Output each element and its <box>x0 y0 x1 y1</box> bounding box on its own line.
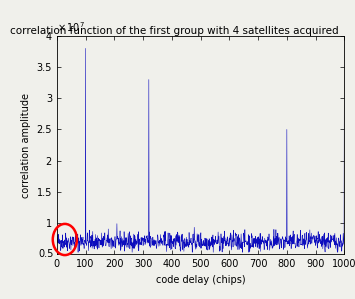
Text: 0.5: 0.5 <box>39 249 54 259</box>
Text: correlation function of the first group with 4 satellites acquired: correlation function of the first group … <box>10 26 339 36</box>
Y-axis label: correlation amplitude: correlation amplitude <box>21 92 31 198</box>
X-axis label: code delay (chips): code delay (chips) <box>156 274 245 285</box>
Text: $\times\,10^7$: $\times\,10^7$ <box>57 20 85 34</box>
